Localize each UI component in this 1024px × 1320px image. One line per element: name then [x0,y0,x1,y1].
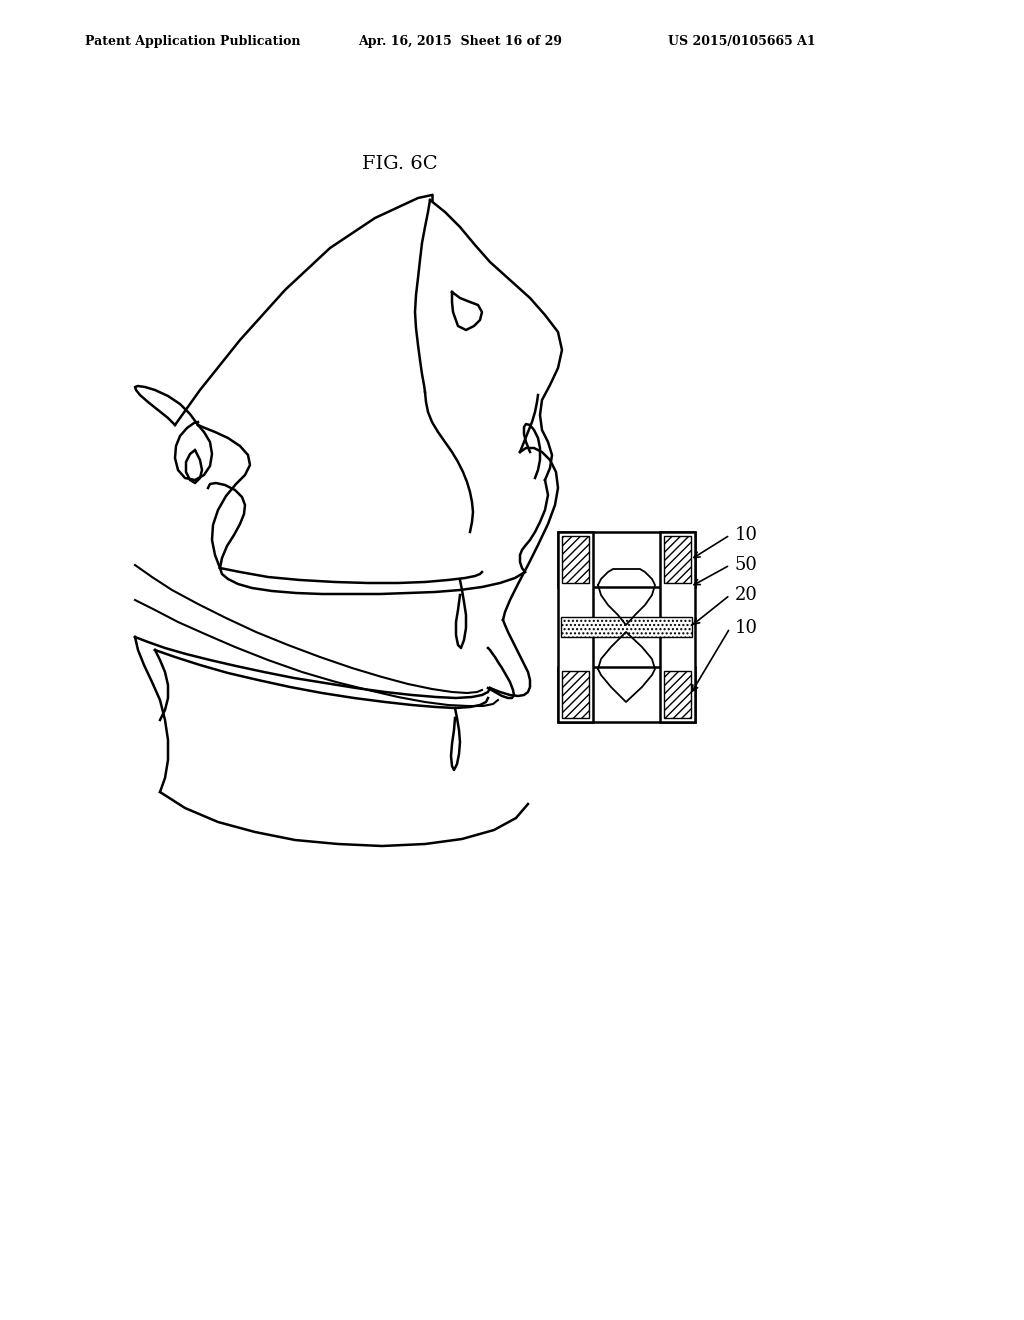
Bar [664,536,691,583]
Text: FIG. 6C: FIG. 6C [362,154,438,173]
Text: Patent Application Publication: Patent Application Publication [85,36,300,48]
Text: Apr. 16, 2015  Sheet 16 of 29: Apr. 16, 2015 Sheet 16 of 29 [358,36,562,48]
Bar [664,671,691,718]
Bar [562,536,589,583]
Text: 10: 10 [735,619,758,638]
Bar [558,532,695,722]
Text: 50: 50 [735,556,758,574]
Polygon shape [452,292,482,330]
Text: 10: 10 [735,525,758,544]
Bar [660,532,695,722]
Bar [561,616,692,638]
Text: 20: 20 [735,586,758,605]
Bar [558,532,593,722]
Bar [562,671,589,718]
Bar [558,532,695,587]
Text: US 2015/0105665 A1: US 2015/0105665 A1 [668,36,816,48]
Bar [558,667,695,722]
